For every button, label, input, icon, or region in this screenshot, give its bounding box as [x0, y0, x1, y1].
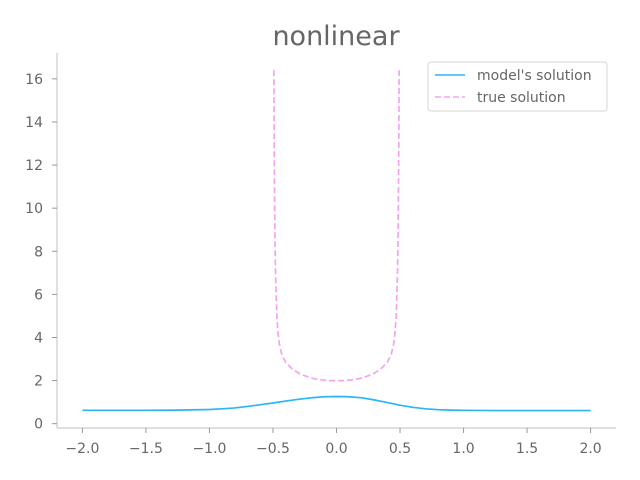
x-tick-label: −1.0 — [192, 441, 226, 457]
x-ticks: −2.0 −1.5 −1.0 −0.5 0.0 0.5 1.0 1.5 2.0 — [65, 428, 602, 457]
series-layer — [82, 70, 591, 412]
y-tick-label: 10 — [25, 201, 43, 217]
y-tick-label: 6 — [34, 287, 43, 303]
x-tick-label: 0.5 — [389, 441, 411, 457]
legend-frame — [427, 61, 608, 112]
legend-label-true-solution: true solution — [477, 90, 566, 106]
x-tick-label: 0.0 — [325, 441, 347, 457]
series-line-models-solution — [82, 395, 591, 412]
y-tick-label: 16 — [25, 72, 43, 88]
y-tick-label: 4 — [34, 330, 43, 346]
x-tick-label: −2.0 — [65, 441, 99, 457]
y-ticks: 0 2 4 6 8 10 12 14 16 — [25, 72, 57, 433]
x-tick-label: 2.0 — [579, 441, 601, 457]
y-tick-label: 2 — [34, 374, 43, 390]
x-tick-label: −1.5 — [129, 441, 163, 457]
y-tick-label: 14 — [25, 115, 43, 131]
y-tick-label: 0 — [34, 417, 43, 433]
x-tick-label: 1.0 — [452, 441, 474, 457]
legend: model's solution true solution — [427, 61, 608, 112]
chart-title: nonlinear — [272, 21, 400, 52]
x-tick-label: −0.5 — [256, 441, 290, 457]
y-tick-label: 8 — [34, 244, 43, 260]
series-line-true-solution — [273, 70, 400, 382]
legend-label-models-solution: model's solution — [477, 68, 592, 84]
y-tick-label: 12 — [25, 158, 43, 174]
x-tick-label: 1.5 — [516, 441, 538, 457]
